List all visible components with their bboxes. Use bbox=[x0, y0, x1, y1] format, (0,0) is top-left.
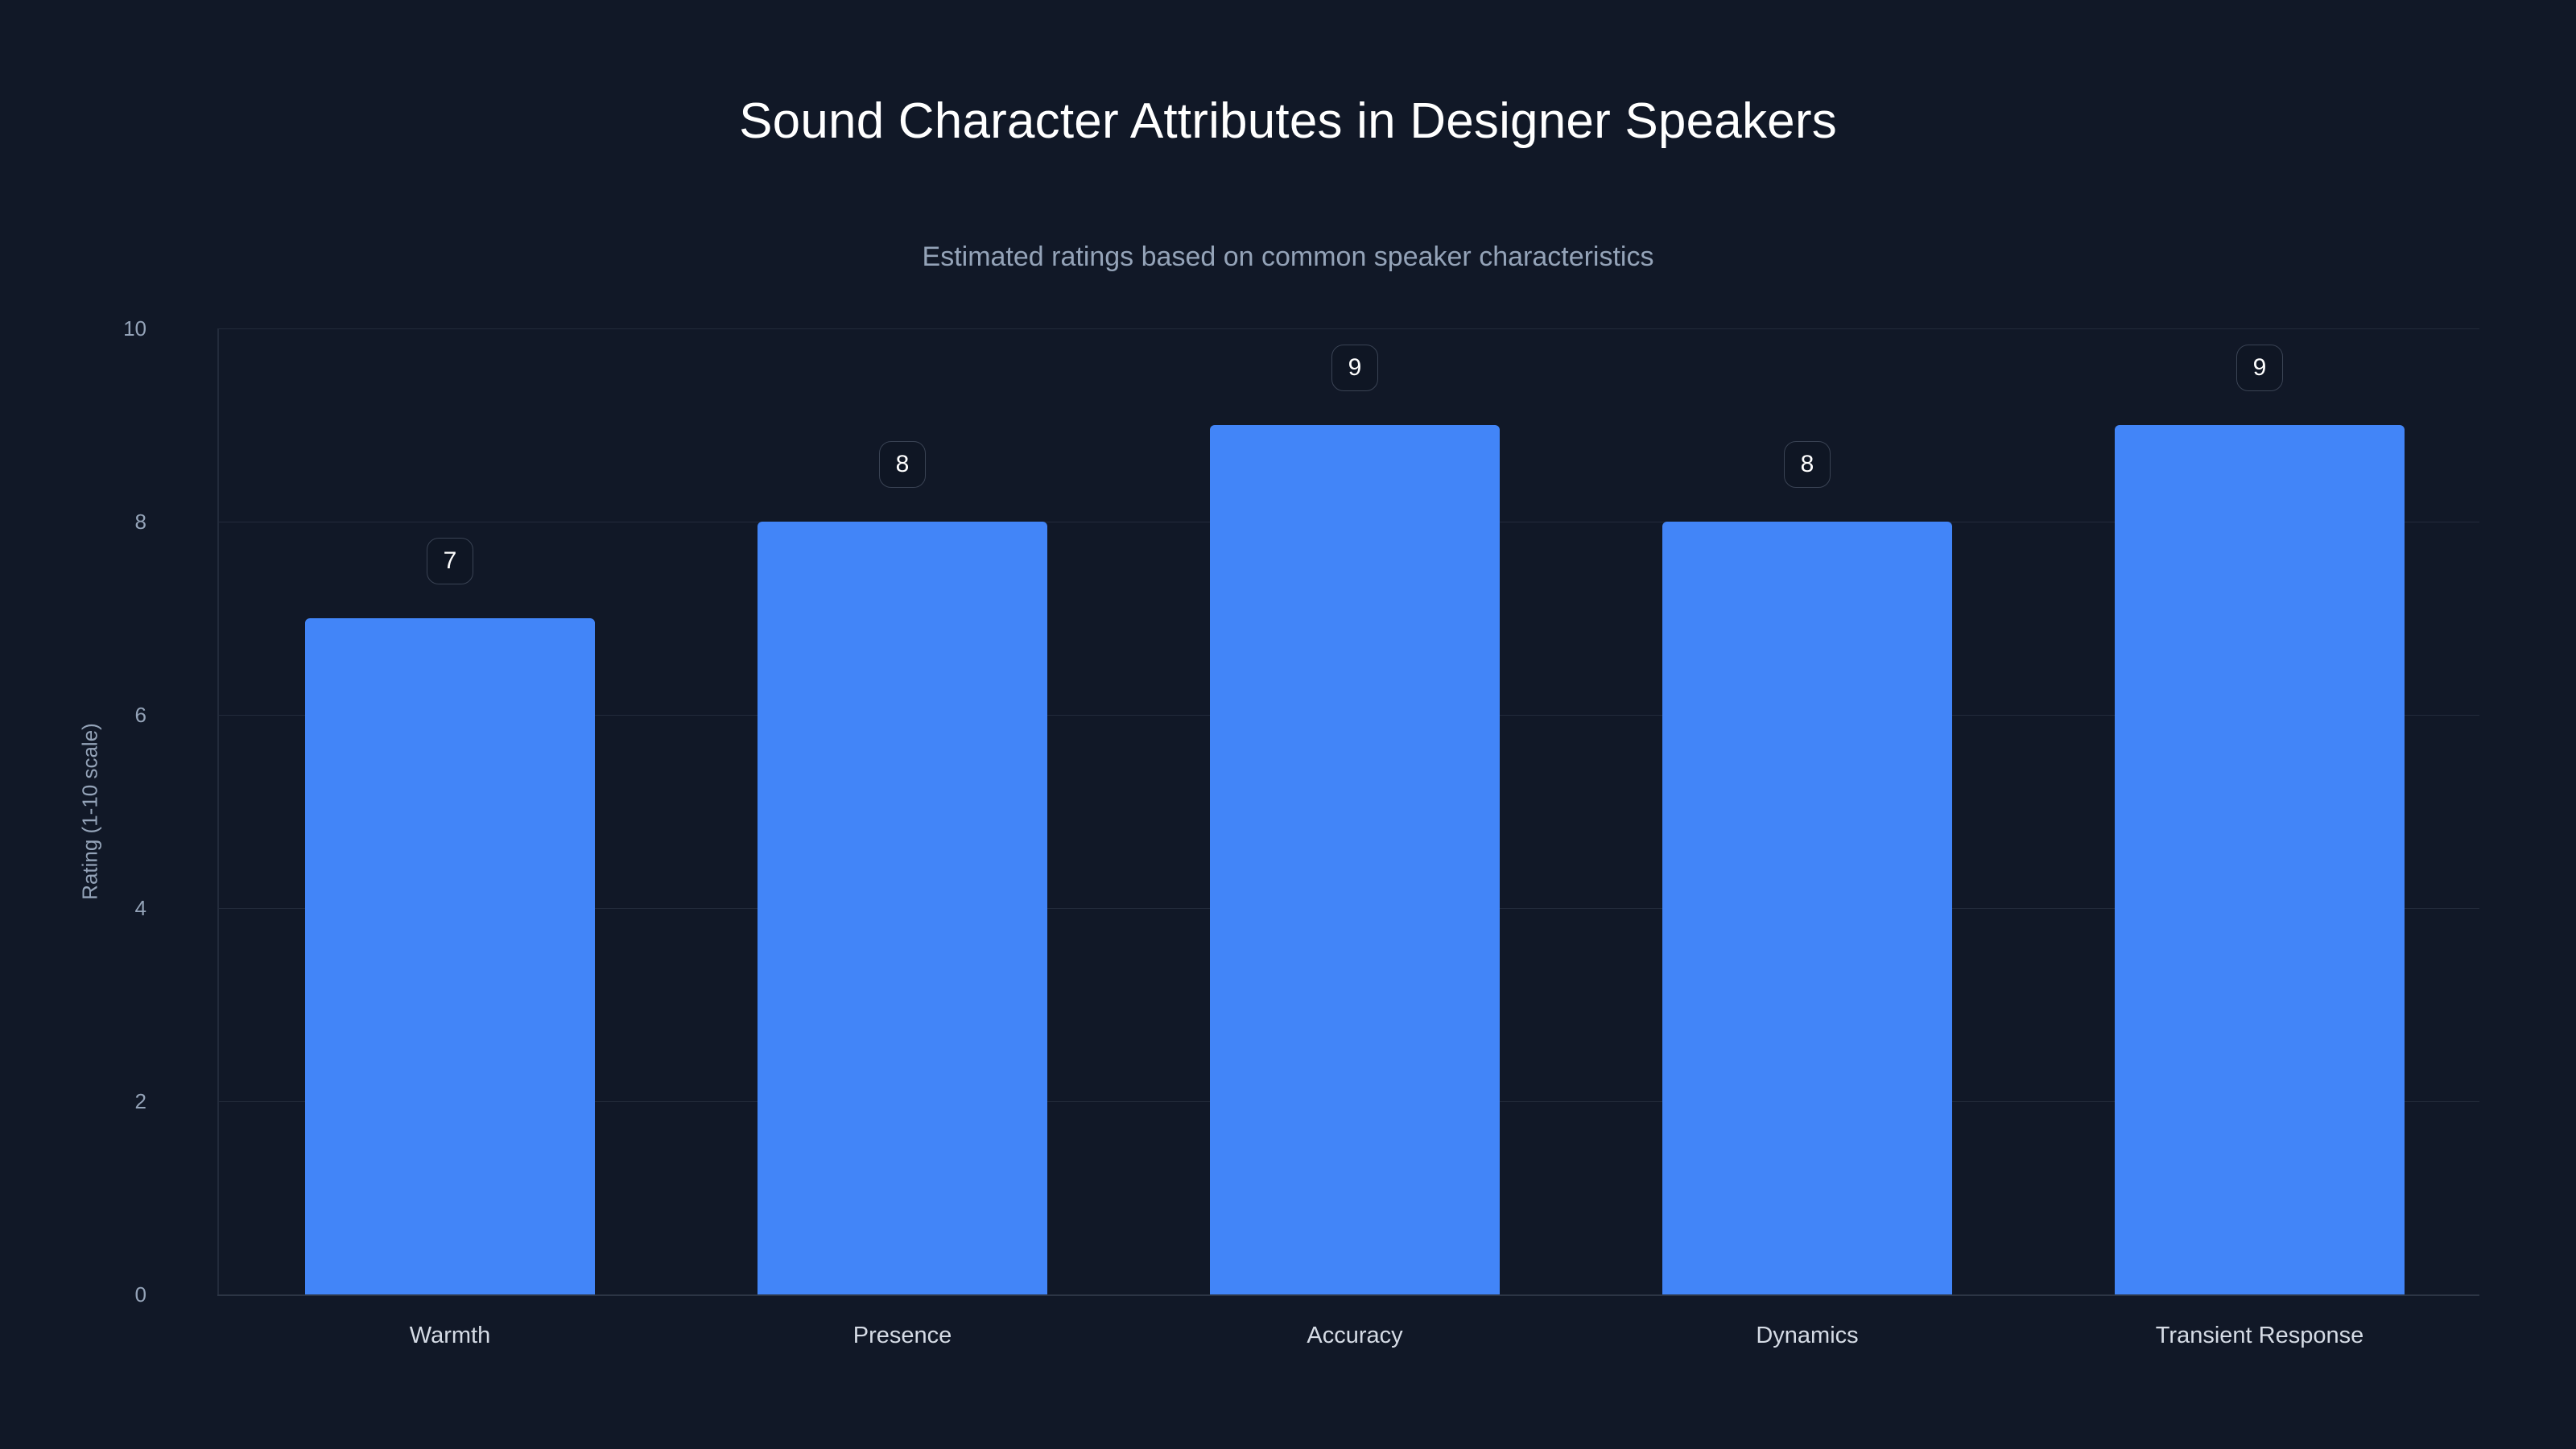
x-axis-tick-label: Accuracy bbox=[1307, 1323, 1403, 1348]
value-badge: 9 bbox=[1331, 345, 1378, 391]
chart-title: Sound Character Attributes in Designer S… bbox=[739, 93, 1837, 149]
bar-dynamics[interactable] bbox=[1662, 522, 1952, 1294]
y-axis-tick-label: 4 bbox=[134, 896, 147, 920]
y-axis-tick-label: 0 bbox=[134, 1282, 147, 1307]
x-axis-tick-label: Transient Response bbox=[2155, 1323, 2364, 1348]
gridline bbox=[217, 328, 2479, 329]
x-axis-tick-label: Warmth bbox=[409, 1323, 491, 1348]
value-badge: 8 bbox=[879, 441, 926, 488]
bar-presence[interactable] bbox=[758, 522, 1047, 1294]
y-axis-tick-label: 2 bbox=[134, 1089, 147, 1113]
x-axis-tick-label: Dynamics bbox=[1756, 1323, 1859, 1348]
y-axis-title: Rating (1-10 scale) bbox=[77, 723, 102, 900]
y-axis-spine bbox=[217, 328, 219, 1294]
plot-area bbox=[217, 328, 2479, 1296]
x-axis-tick-label: Presence bbox=[852, 1323, 952, 1348]
y-axis-tick-label: 6 bbox=[134, 703, 147, 727]
value-badge: 9 bbox=[2236, 345, 2283, 391]
chart-subtitle: Estimated ratings based on common speake… bbox=[922, 242, 1654, 272]
bar-transient-response[interactable] bbox=[2115, 425, 2405, 1294]
bar-warmth[interactable] bbox=[305, 618, 595, 1294]
y-axis-tick-label: 10 bbox=[123, 316, 147, 341]
bar-accuracy[interactable] bbox=[1210, 425, 1500, 1294]
value-badge: 7 bbox=[427, 538, 473, 584]
y-axis-tick-label: 8 bbox=[134, 510, 147, 534]
gridline bbox=[217, 1294, 2479, 1296]
value-badge: 8 bbox=[1784, 441, 1831, 488]
